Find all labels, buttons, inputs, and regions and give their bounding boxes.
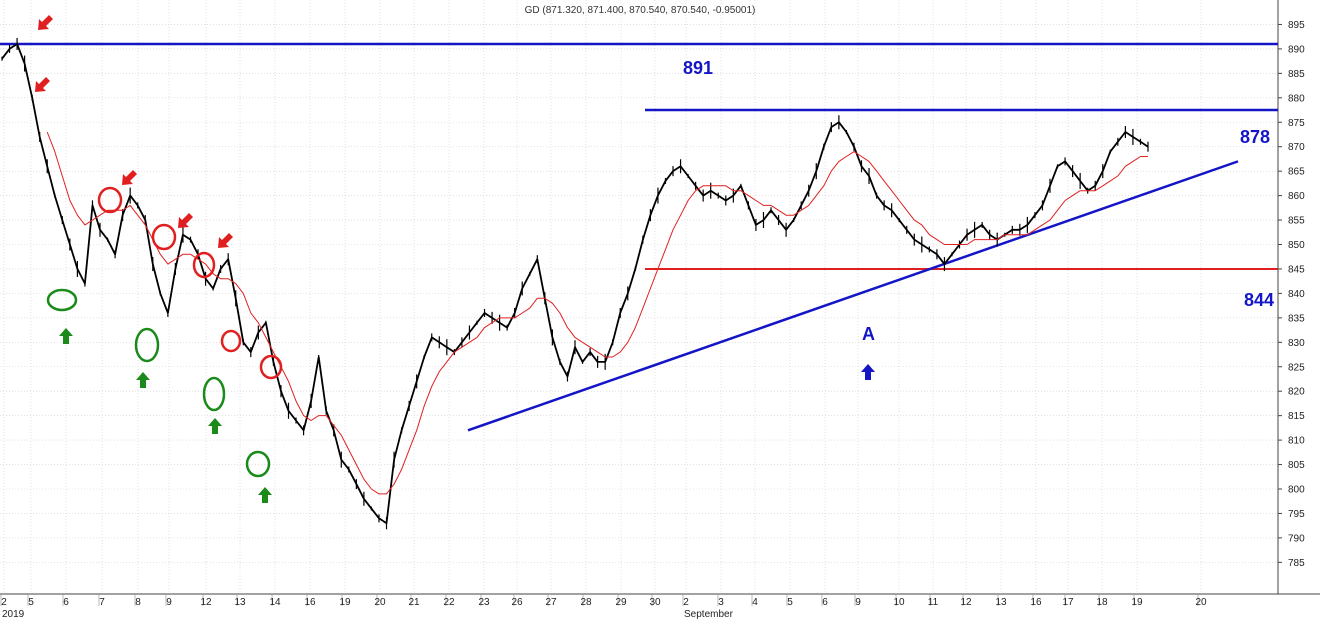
x-tick-label: 2	[1, 597, 7, 608]
x-tick-label: 14	[269, 597, 281, 608]
x-tick-label: 11	[928, 597, 939, 608]
y-tick-label: 815	[1288, 411, 1305, 422]
y-tick-label: 850	[1288, 240, 1305, 251]
level-label-891: 891	[683, 58, 713, 78]
x-tick-label: 22	[443, 597, 455, 608]
x-tick-label: 5	[28, 597, 34, 608]
y-tick-label: 875	[1288, 118, 1305, 129]
y-tick-label: 790	[1288, 533, 1305, 544]
y-tick-label: 865	[1288, 167, 1305, 178]
x-tick-label: 5	[787, 597, 793, 608]
y-tick-label: 845	[1288, 264, 1305, 275]
y-axis: 785 790 795 800 805 810 815 820 825 830 835 840 845 8…	[0, 0, 1320, 595]
red-arrow-mark	[178, 213, 193, 228]
plot-background	[0, 0, 1278, 594]
y-tick-label: 820	[1288, 387, 1305, 398]
up-arrow-mark	[59, 328, 73, 344]
point-label-a: A	[862, 324, 875, 344]
y-tick-label: 885	[1288, 69, 1305, 80]
level-line	[467, 160, 1239, 432]
red-circle-mark	[259, 354, 283, 380]
y-tick-label: 795	[1288, 509, 1305, 520]
x-secondary-label-month: September	[684, 609, 734, 620]
y-tick-label: 895	[1288, 20, 1305, 31]
y-tick-label: 835	[1288, 313, 1305, 324]
x-tick-label: 29	[615, 597, 627, 608]
x-tick-label: 23	[478, 597, 490, 608]
x-tick-label: 19	[1131, 597, 1143, 608]
x-tick-label: 13	[234, 597, 246, 608]
x-tick-label: 26	[511, 597, 523, 608]
x-tick-label: 17	[1062, 597, 1074, 608]
x-tick-label: 4	[752, 597, 758, 608]
x-tick-label: 18	[1096, 597, 1108, 608]
red-arrow-mark	[35, 77, 50, 92]
level-label-844: 844	[1244, 290, 1274, 310]
y-tick-label: 840	[1288, 289, 1305, 300]
up-arrow-mark	[136, 372, 150, 388]
grid	[0, 0, 1278, 594]
x-tick-label: 7	[99, 597, 105, 608]
x-tick-label: 20	[1195, 597, 1207, 608]
green-circle-mark	[245, 450, 271, 478]
y-tick-label: 810	[1288, 436, 1305, 447]
red-circle-mark	[192, 251, 216, 279]
x-tick-label: 3	[718, 597, 724, 608]
up-arrow-mark	[258, 487, 272, 503]
x-axis: 2 5 6 7 8 9 12 13 14 16 19 20 21 22 23 26 27 28 29 30 2 3 4 5 6 9…	[0, 594, 1207, 608]
y-tick-label: 870	[1288, 142, 1305, 153]
x-tick-label: 10	[893, 597, 905, 608]
y-tick-label: 890	[1288, 44, 1305, 55]
annotation-marks	[35, 15, 875, 503]
up-arrow-mark	[861, 364, 875, 380]
x-tick-label: 12	[200, 597, 212, 608]
red-arrow-mark	[218, 233, 233, 248]
x-tick-label: 30	[649, 597, 661, 608]
red-arrow-mark	[38, 15, 53, 30]
x-tick-label: 9	[855, 597, 861, 608]
x-tick-label: 8	[135, 597, 141, 608]
red-arrow-mark	[122, 170, 137, 185]
red-circle-mark	[220, 329, 242, 353]
x-tick-label: 9	[166, 597, 172, 608]
x-tick-label: 27	[545, 597, 557, 608]
red-circle-mark	[151, 223, 177, 251]
x-tick-label: 28	[580, 597, 592, 608]
level-label-878: 878	[1240, 127, 1270, 147]
series-group	[1, 38, 1149, 530]
x-tick-label: 2	[683, 597, 689, 608]
up-arrow-mark	[208, 418, 222, 434]
y-tick-label: 860	[1288, 191, 1305, 202]
x-tick-label: 6	[822, 597, 828, 608]
x-secondary-label-year: 2019	[2, 609, 25, 620]
y-tick-label: 880	[1288, 93, 1305, 104]
green-circle-mark	[46, 288, 78, 312]
moving-average-line	[46, 131, 1148, 495]
y-tick-label: 855	[1288, 216, 1305, 227]
x-tick-label: 6	[63, 597, 69, 608]
red-circle-mark	[97, 186, 123, 214]
green-circle-mark	[134, 327, 160, 363]
chart-title: GD (871.320, 871.400, 870.540, 870.540, …	[525, 5, 756, 16]
green-circle-mark	[202, 376, 226, 412]
y-tick-label: 830	[1288, 338, 1305, 349]
x-tick-label: 13	[995, 597, 1007, 608]
y-tick-label: 825	[1288, 362, 1305, 373]
x-tick-label: 16	[1030, 597, 1042, 608]
trend-lines	[0, 42, 1278, 432]
x-tick-label: 12	[960, 597, 972, 608]
x-tick-label: 20	[374, 597, 386, 608]
y-tick-label: 800	[1288, 485, 1305, 496]
x-tick-label: 19	[339, 597, 351, 608]
y-tick-label: 805	[1288, 460, 1305, 471]
y-tick-label: 785	[1288, 558, 1305, 569]
x-tick-label: 21	[408, 597, 420, 608]
x-tick-label: 16	[304, 597, 316, 608]
